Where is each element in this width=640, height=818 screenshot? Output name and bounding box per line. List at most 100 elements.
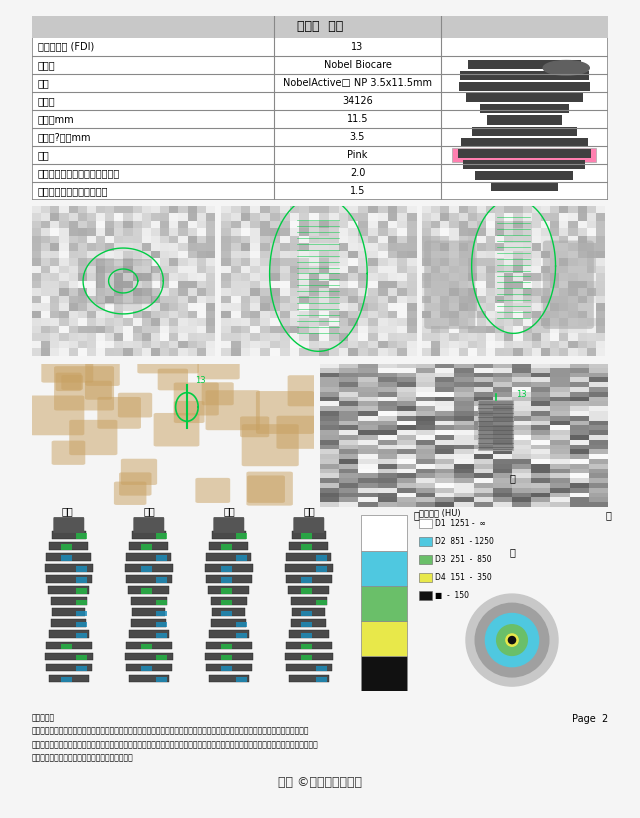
FancyBboxPatch shape: [289, 631, 329, 638]
FancyBboxPatch shape: [286, 641, 332, 649]
Text: 类型: 类型: [38, 78, 49, 88]
FancyBboxPatch shape: [458, 149, 591, 158]
FancyBboxPatch shape: [472, 127, 577, 136]
FancyBboxPatch shape: [285, 564, 333, 572]
FancyBboxPatch shape: [197, 348, 240, 380]
FancyBboxPatch shape: [467, 93, 582, 102]
FancyBboxPatch shape: [361, 551, 407, 586]
FancyBboxPatch shape: [288, 587, 330, 594]
FancyBboxPatch shape: [157, 369, 188, 390]
FancyBboxPatch shape: [128, 587, 170, 594]
FancyBboxPatch shape: [208, 587, 250, 594]
FancyBboxPatch shape: [156, 632, 167, 638]
Text: 2.0: 2.0: [349, 169, 365, 178]
FancyBboxPatch shape: [476, 171, 573, 180]
FancyBboxPatch shape: [138, 328, 199, 374]
FancyBboxPatch shape: [76, 654, 87, 660]
FancyBboxPatch shape: [221, 600, 232, 605]
FancyBboxPatch shape: [30, 395, 84, 435]
Text: 13: 13: [516, 390, 527, 399]
FancyBboxPatch shape: [141, 666, 152, 672]
FancyBboxPatch shape: [51, 597, 86, 605]
FancyBboxPatch shape: [479, 400, 513, 450]
FancyBboxPatch shape: [76, 578, 87, 583]
FancyBboxPatch shape: [211, 619, 246, 627]
FancyBboxPatch shape: [125, 564, 173, 572]
FancyBboxPatch shape: [543, 240, 594, 329]
FancyBboxPatch shape: [486, 115, 563, 124]
Text: 安全区域，种植体安全距离: 安全区域，种植体安全距离: [38, 187, 108, 196]
FancyBboxPatch shape: [236, 555, 247, 561]
FancyBboxPatch shape: [463, 160, 586, 169]
FancyBboxPatch shape: [131, 619, 166, 627]
FancyBboxPatch shape: [211, 597, 246, 605]
FancyBboxPatch shape: [301, 622, 312, 627]
FancyBboxPatch shape: [129, 675, 169, 682]
FancyBboxPatch shape: [460, 71, 589, 80]
FancyBboxPatch shape: [221, 588, 232, 594]
FancyBboxPatch shape: [132, 531, 166, 539]
FancyBboxPatch shape: [126, 641, 172, 649]
FancyBboxPatch shape: [46, 641, 92, 649]
FancyBboxPatch shape: [126, 663, 172, 672]
FancyBboxPatch shape: [54, 366, 114, 411]
FancyBboxPatch shape: [76, 610, 87, 616]
Text: Pink: Pink: [348, 151, 367, 160]
FancyBboxPatch shape: [156, 533, 167, 539]
Text: Nobel Biocare: Nobel Biocare: [323, 60, 392, 70]
Circle shape: [497, 625, 527, 655]
FancyBboxPatch shape: [156, 578, 167, 583]
Circle shape: [543, 61, 589, 75]
FancyBboxPatch shape: [221, 578, 232, 583]
Text: 34126: 34126: [342, 96, 373, 106]
FancyBboxPatch shape: [289, 675, 329, 682]
FancyBboxPatch shape: [52, 609, 85, 616]
FancyBboxPatch shape: [154, 413, 200, 447]
FancyBboxPatch shape: [173, 383, 219, 416]
FancyBboxPatch shape: [174, 401, 205, 423]
FancyBboxPatch shape: [132, 609, 165, 616]
FancyBboxPatch shape: [213, 517, 244, 533]
FancyBboxPatch shape: [32, 16, 608, 38]
FancyBboxPatch shape: [242, 425, 299, 466]
FancyBboxPatch shape: [133, 517, 164, 533]
FancyBboxPatch shape: [42, 344, 93, 383]
Circle shape: [506, 634, 518, 646]
FancyBboxPatch shape: [221, 566, 232, 572]
Circle shape: [485, 614, 539, 667]
FancyBboxPatch shape: [240, 416, 269, 438]
FancyBboxPatch shape: [156, 654, 167, 660]
Text: 远中: 远中: [303, 506, 315, 516]
Text: D1  1251 -  ∞: D1 1251 - ∞: [435, 519, 486, 528]
Text: 3.5: 3.5: [349, 132, 365, 142]
FancyBboxPatch shape: [97, 397, 141, 429]
FancyBboxPatch shape: [452, 148, 596, 162]
FancyBboxPatch shape: [221, 666, 232, 672]
FancyBboxPatch shape: [46, 663, 92, 672]
FancyBboxPatch shape: [206, 641, 252, 649]
Text: 近: 近: [413, 510, 419, 520]
Text: 颊侧: 颊侧: [61, 506, 73, 516]
FancyBboxPatch shape: [49, 675, 89, 682]
FancyBboxPatch shape: [76, 533, 87, 539]
FancyBboxPatch shape: [53, 517, 84, 533]
FancyBboxPatch shape: [76, 566, 87, 572]
FancyBboxPatch shape: [56, 372, 81, 391]
FancyBboxPatch shape: [468, 60, 581, 69]
FancyBboxPatch shape: [69, 420, 117, 455]
FancyBboxPatch shape: [316, 600, 327, 605]
FancyBboxPatch shape: [206, 663, 252, 672]
Text: 13: 13: [195, 375, 206, 384]
FancyBboxPatch shape: [361, 621, 407, 656]
FancyBboxPatch shape: [205, 653, 253, 660]
FancyBboxPatch shape: [45, 564, 93, 572]
Text: 1.5: 1.5: [349, 187, 365, 196]
Circle shape: [466, 594, 558, 686]
FancyBboxPatch shape: [209, 675, 249, 682]
FancyBboxPatch shape: [292, 609, 325, 616]
FancyBboxPatch shape: [287, 553, 331, 561]
FancyBboxPatch shape: [205, 575, 252, 583]
FancyBboxPatch shape: [156, 600, 167, 605]
FancyBboxPatch shape: [285, 653, 333, 660]
FancyBboxPatch shape: [301, 578, 312, 583]
